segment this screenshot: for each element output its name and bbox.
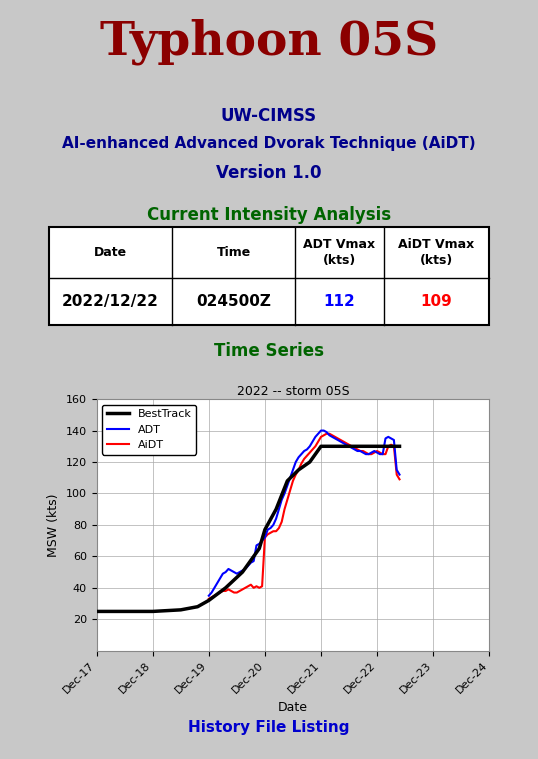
Y-axis label: MSW (kts): MSW (kts) (47, 493, 60, 556)
Text: History File Listing: History File Listing (188, 720, 350, 735)
Text: AiDT Vmax
(kts): AiDT Vmax (kts) (398, 238, 475, 266)
Title: 2022 -- storm 05S: 2022 -- storm 05S (237, 385, 349, 398)
Text: Date: Date (94, 246, 127, 259)
Text: 2022/12/22: 2022/12/22 (62, 294, 159, 309)
Text: Typhoon 05S: Typhoon 05S (100, 18, 438, 65)
Text: 112: 112 (324, 294, 356, 309)
Text: Time Series: Time Series (214, 342, 324, 360)
Text: Version 1.0: Version 1.0 (216, 164, 322, 181)
X-axis label: Date: Date (278, 701, 308, 714)
Text: 024500Z: 024500Z (196, 294, 271, 309)
Text: Current Intensity Analysis: Current Intensity Analysis (147, 206, 391, 224)
Text: ADT Vmax
(kts): ADT Vmax (kts) (303, 238, 376, 266)
Text: UW-CIMSS: UW-CIMSS (221, 108, 317, 125)
Text: 109: 109 (421, 294, 452, 309)
Text: AI-enhanced Advanced Dvorak Technique (AiDT): AI-enhanced Advanced Dvorak Technique (A… (62, 136, 476, 151)
Legend: BestTrack, ADT, AiDT: BestTrack, ADT, AiDT (102, 405, 196, 455)
Text: Time: Time (217, 246, 251, 259)
